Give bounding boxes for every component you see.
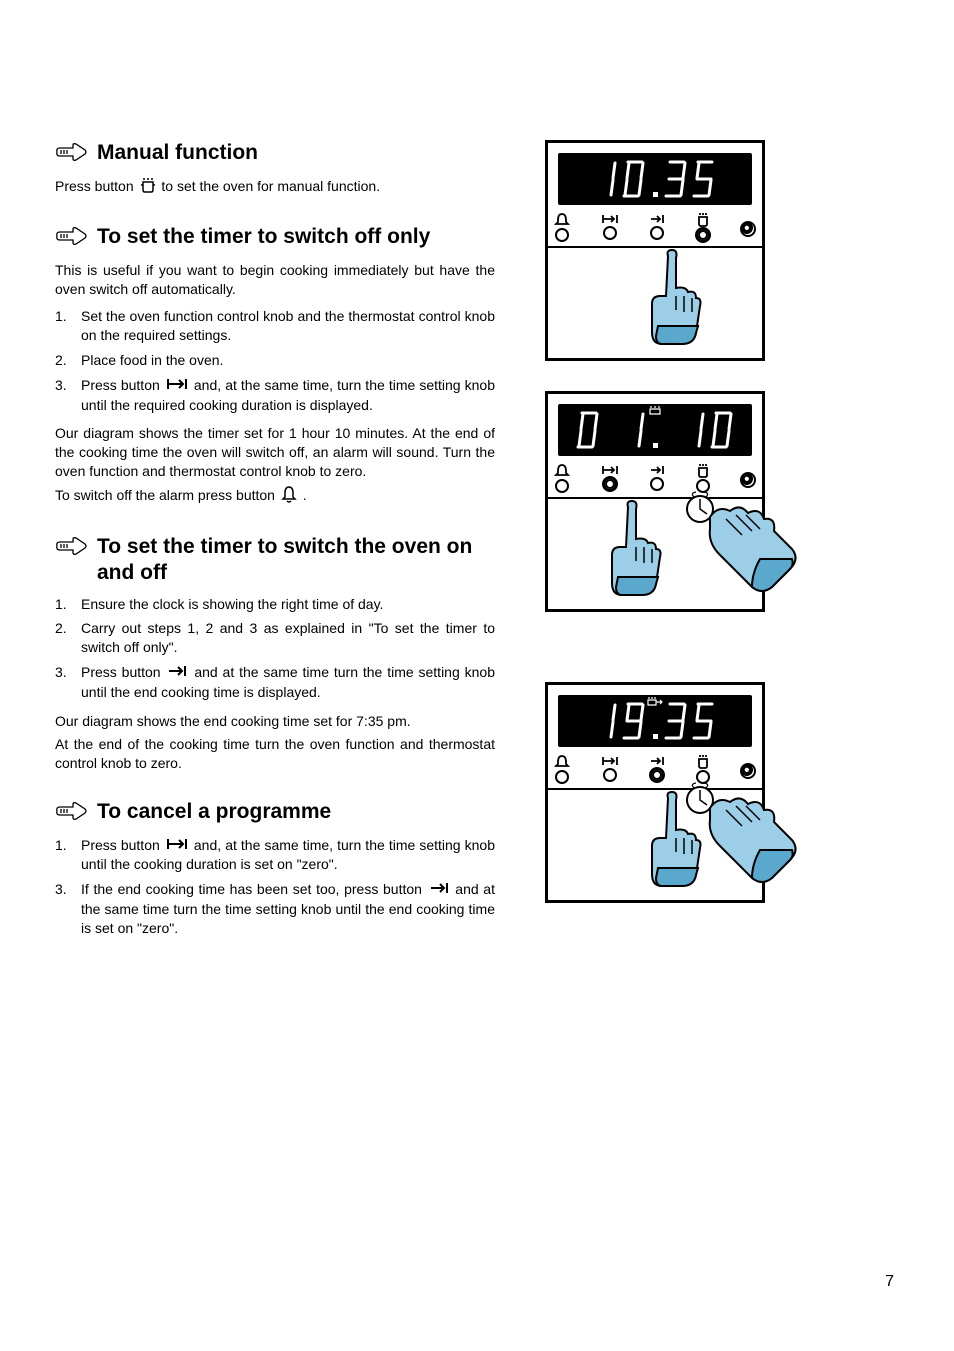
timer-button-end [649, 464, 665, 493]
timer-button-startend [601, 213, 619, 242]
section-switch-off: To set the timer to switch off only This… [55, 224, 495, 508]
pot-icon [140, 177, 156, 198]
list-item: Place food in the oven. [55, 351, 495, 370]
section-manual: Manual function Press button to set the … [55, 140, 495, 198]
section-on-off: To set the timer to switch the oven on a… [55, 534, 495, 772]
manual-text: Press button to set the oven for manual … [55, 177, 495, 198]
timer-button-end [649, 213, 665, 242]
heading-text: To set the timer to switch off only [97, 224, 430, 250]
cancel-steps: Press button and, at the same time, turn… [55, 836, 495, 938]
diagram-end-time [545, 682, 765, 903]
start-end-arrow-icon [166, 837, 188, 856]
heading-manual: Manual function [55, 140, 495, 169]
timer-display [558, 153, 752, 205]
start-end-arrow-icon [166, 377, 188, 396]
on-off-steps: Ensure the clock is showing the right ti… [55, 595, 495, 702]
diagram-clock [545, 140, 765, 361]
heading-cancel: To cancel a programme [55, 799, 495, 828]
list-item: Press button and at the same time turn t… [55, 663, 495, 702]
timer-button-startend [601, 464, 619, 493]
bell-icon [281, 485, 297, 508]
switch-off-intro: This is useful if you want to begin cook… [55, 261, 495, 299]
timer-display [558, 695, 752, 747]
page-number: 7 [885, 1273, 894, 1291]
switch-off-steps: Set the oven function control knob and t… [55, 307, 495, 414]
heading-text: To cancel a programme [97, 799, 331, 825]
list-item: Ensure the clock is showing the right ti… [55, 595, 495, 614]
pointing-hand-icon [55, 226, 87, 253]
end-arrow-icon [167, 664, 187, 683]
heading-text: To set the timer to switch the oven on a… [97, 534, 495, 587]
timer-button-row [548, 211, 762, 248]
timer-button-bell [554, 464, 570, 493]
pointing-hand-icon [55, 536, 87, 563]
heading-on-off: To set the timer to switch the oven on a… [55, 534, 495, 587]
timer-button-startend [601, 755, 619, 784]
list-item: Press button and, at the same time, turn… [55, 376, 495, 415]
list-item: Carry out steps 1, 2 and 3 as explained … [55, 619, 495, 657]
list-item: If the end cooking time has been set too… [55, 880, 495, 938]
timer-button-bell [554, 755, 570, 784]
end-arrow-icon [429, 881, 449, 900]
timer-display [558, 404, 752, 456]
list-item: Press button and, at the same time, turn… [55, 836, 495, 875]
on-off-after2: At the end of the cooking time turn the … [55, 735, 495, 773]
timer-knob [740, 213, 756, 242]
heading-text: Manual function [97, 140, 258, 166]
on-off-after1: Our diagram shows the end cooking time s… [55, 712, 495, 731]
section-cancel: To cancel a programme Press button and, … [55, 799, 495, 938]
timer-button-pot [696, 213, 710, 242]
diagram-duration [545, 391, 765, 612]
switch-off-after2: To switch off the alarm press button . [55, 485, 495, 508]
switch-off-after1: Our diagram shows the timer set for 1 ho… [55, 424, 495, 481]
list-item: Set the oven function control knob and t… [55, 307, 495, 345]
heading-switch-off: To set the timer to switch off only [55, 224, 495, 253]
timer-button-bell [554, 213, 570, 242]
timer-button-end [649, 755, 665, 784]
pointing-hand-icon [55, 801, 87, 828]
pointing-hand-icon [55, 142, 87, 169]
diagrams-column [545, 140, 845, 964]
